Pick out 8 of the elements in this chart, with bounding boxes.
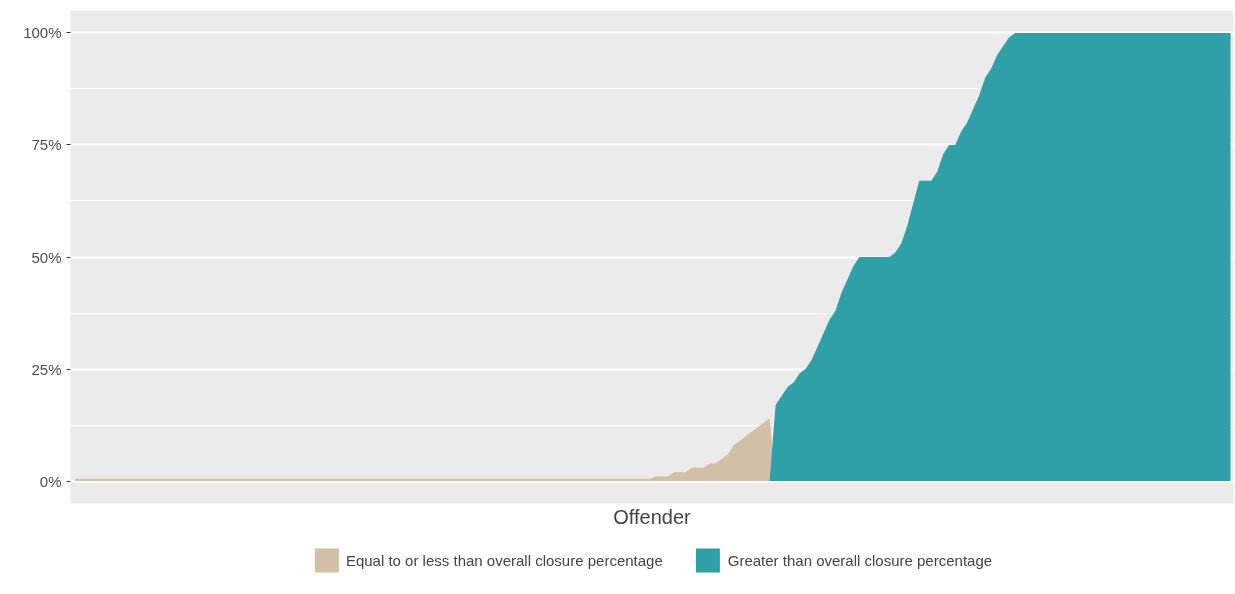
x-axis-title: Offender [613,505,692,528]
y-tick-label: 100% [23,24,62,42]
y-tick-label: 75% [31,136,62,154]
legend-label: Greater than overall closure percentage [727,550,993,571]
y-tick-label: 0% [39,472,62,490]
legend-label: Equal to or less than overall closure percentage [345,550,663,571]
y-tick-label: 25% [31,360,62,378]
y-tick-label: 50% [31,248,62,266]
